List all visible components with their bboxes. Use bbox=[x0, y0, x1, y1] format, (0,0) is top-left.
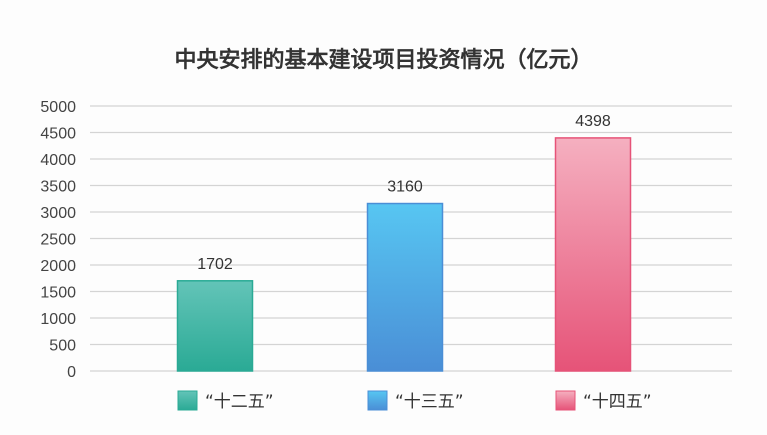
y-tick-label: 2000 bbox=[40, 258, 76, 275]
bar bbox=[176, 280, 254, 372]
legend-label: “十二五” bbox=[205, 392, 274, 412]
legend-label: “十四五” bbox=[583, 392, 652, 412]
data-label: 1702 bbox=[197, 256, 233, 273]
y-tick-label: 3000 bbox=[40, 205, 76, 222]
y-tick-label: 1000 bbox=[40, 311, 76, 328]
y-tick-label: 4000 bbox=[40, 152, 76, 169]
y-tick-label: 4500 bbox=[40, 126, 76, 143]
bar bbox=[366, 202, 444, 372]
legend-swatch bbox=[367, 390, 388, 411]
y-tick-label: 1500 bbox=[40, 285, 76, 302]
y-tick-label: 5000 bbox=[40, 99, 76, 116]
y-tick-label: 3500 bbox=[40, 179, 76, 196]
chart-title: 中央安排的基本建设项目投资情况（亿元） bbox=[174, 47, 593, 73]
y-tick-label: 500 bbox=[49, 338, 76, 355]
legend-swatch bbox=[177, 390, 198, 411]
legend-swatch bbox=[555, 390, 576, 411]
y-tick-label: 2500 bbox=[40, 232, 76, 249]
data-label: 3160 bbox=[387, 179, 423, 196]
y-tick-label: 0 bbox=[67, 364, 76, 381]
bar bbox=[554, 137, 632, 372]
data-label: 4398 bbox=[575, 113, 611, 130]
legend-label: “十三五” bbox=[395, 392, 464, 412]
